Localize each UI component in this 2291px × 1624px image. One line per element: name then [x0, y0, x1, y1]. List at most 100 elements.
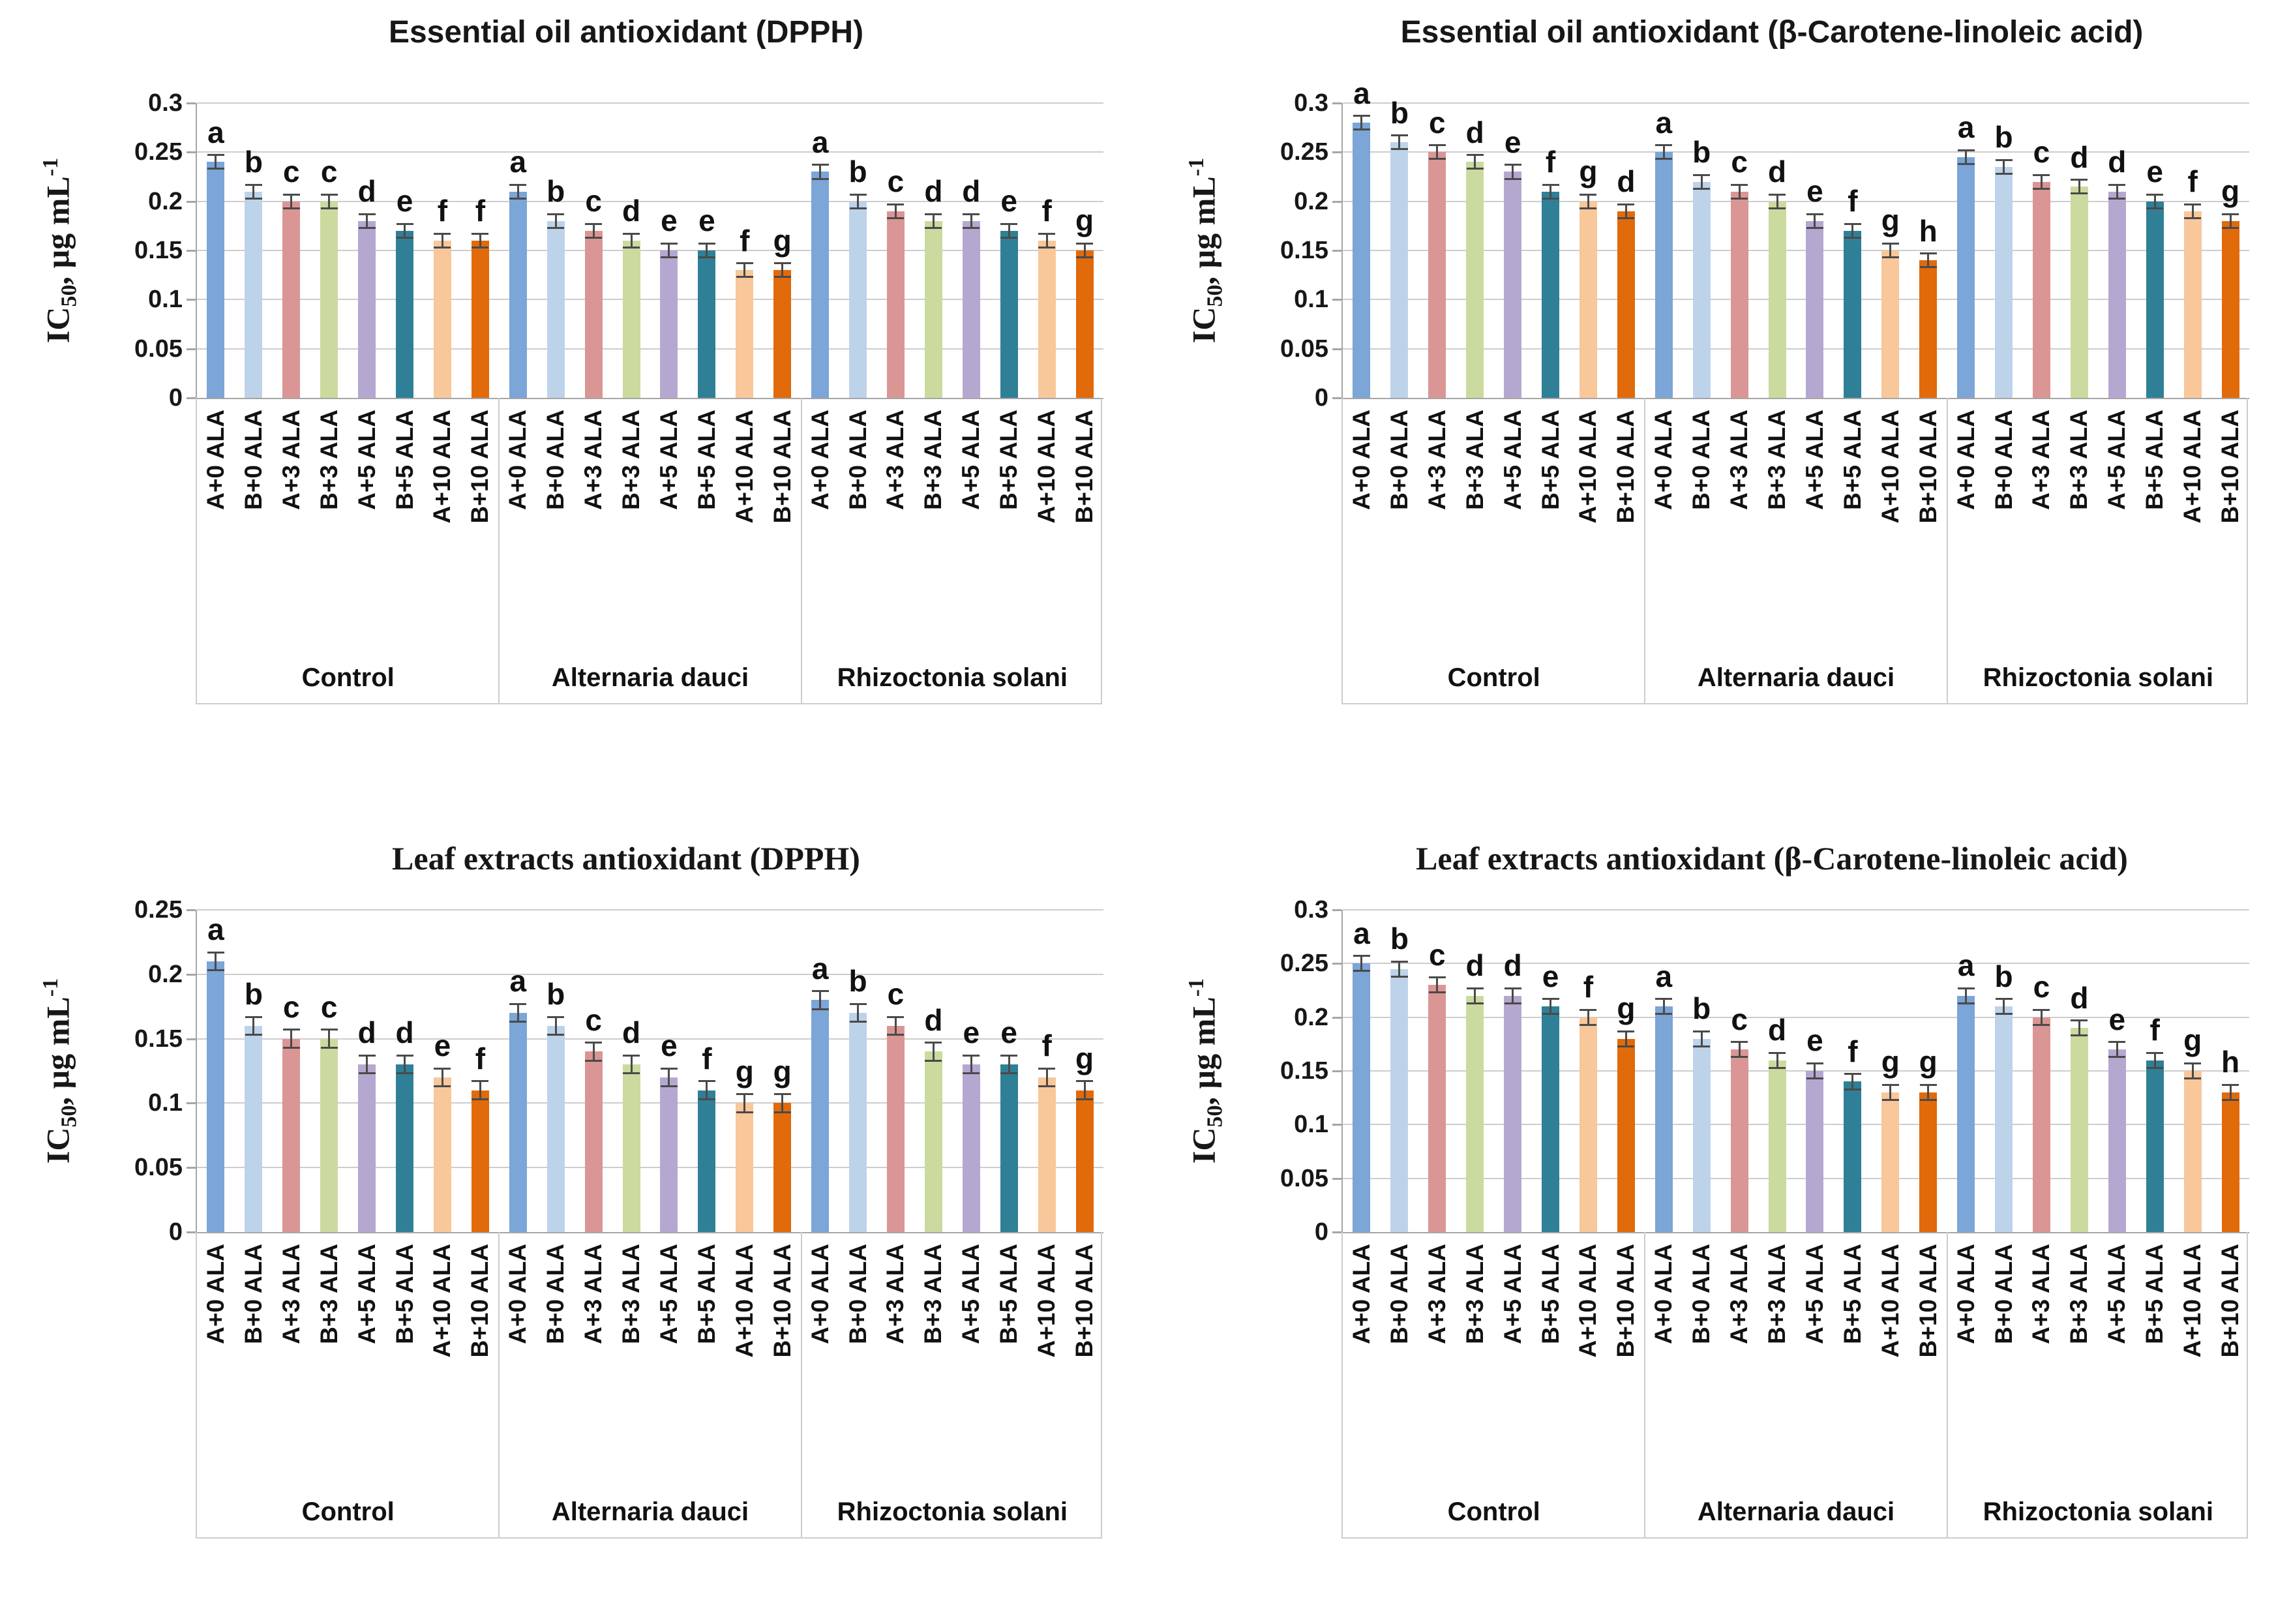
significance-letter: b	[1692, 135, 1711, 169]
x-tick-label: A+5 ALA	[957, 410, 985, 510]
gridline	[197, 973, 1103, 975]
error-bar-cap-bottom	[1617, 1045, 1635, 1047]
error-bar-cap-bottom	[1038, 1085, 1056, 1088]
x-tick-label: B+5 ALA	[2141, 1244, 2168, 1344]
y-tick-label: 0.15	[134, 1025, 183, 1053]
bar	[396, 1064, 414, 1232]
significance-letter: g	[2221, 174, 2240, 209]
error-bar-cap-bottom	[1881, 1098, 1899, 1101]
x-tick-label: A+3 ALA	[277, 410, 305, 510]
group-label: Alternaria dauci	[551, 663, 749, 692]
error-bar-line	[479, 1081, 481, 1100]
x-tick-label: A+3 ALA	[882, 410, 909, 510]
bar	[1692, 1038, 1711, 1232]
bar	[1466, 995, 1484, 1232]
x-tick-label: B+0 ALA	[542, 1244, 569, 1344]
y-label-superscript: -1	[38, 157, 63, 177]
significance-letter: g	[1075, 1041, 1094, 1075]
significance-letter: c	[887, 164, 905, 199]
error-bar-cap-bottom	[1806, 226, 1823, 229]
y-label-subscript: 50	[57, 1105, 82, 1128]
significance-letter: e	[698, 203, 715, 238]
error-bar-cap-top	[2033, 1008, 2050, 1011]
error-bar-cap-bottom	[773, 1111, 791, 1113]
error-bar-line	[441, 1068, 443, 1087]
gridline	[1343, 1016, 2249, 1018]
significance-letter: e	[963, 1015, 980, 1050]
error-bar-cap-top	[849, 193, 867, 196]
error-bar-cap-top	[358, 213, 376, 215]
error-bar-line	[592, 224, 595, 238]
error-bar-cap-bottom	[623, 1072, 640, 1075]
bar	[924, 1051, 942, 1232]
error-bar-cap-top	[736, 262, 753, 265]
x-tick-label: A+5 ALA	[1499, 410, 1526, 510]
error-bar-line	[1474, 155, 1476, 169]
bar	[1428, 152, 1446, 398]
y-tick-label: 0	[1314, 1218, 1328, 1246]
bar	[849, 201, 867, 398]
error-bar-cap-bottom	[887, 217, 905, 219]
error-bar-cap-top	[623, 232, 640, 235]
gridline	[1343, 200, 2249, 202]
error-bar-cap-top	[509, 1002, 527, 1005]
x-tick-label: B+5 ALA	[693, 410, 720, 510]
error-bar-line	[366, 214, 368, 228]
significance-letter: c	[320, 989, 338, 1024]
bar	[2146, 1060, 2164, 1232]
error-bar-line	[1776, 1053, 1778, 1068]
bar	[2183, 211, 2202, 398]
error-bar-line	[1700, 1031, 1703, 1047]
group-label: Control	[1447, 1497, 1540, 1526]
error-bar-cap-top	[434, 1067, 451, 1070]
x-tick-label: B+5 ALA	[995, 410, 1023, 510]
y-tick-label: 0.1	[1294, 1111, 1328, 1139]
x-tick-label: B+0 ALA	[1385, 1244, 1413, 1344]
bar	[1844, 230, 1862, 398]
significance-letter: a	[1655, 959, 1673, 993]
y-label-prefix: IC	[39, 307, 76, 344]
error-bar-cap-bottom	[2071, 192, 2088, 195]
error-bar-cap-bottom	[925, 226, 942, 229]
bar	[1579, 201, 1597, 398]
bar	[1000, 1064, 1018, 1232]
significance-letter: e	[396, 184, 413, 218]
error-bar-cap-top	[1542, 183, 1559, 186]
y-tick-mark	[1332, 1177, 1341, 1180]
error-bar-line	[2191, 204, 2194, 218]
bar	[547, 1025, 565, 1232]
error-bar-cap-bottom	[1693, 187, 1711, 190]
y-tick-mark	[187, 102, 196, 104]
significance-letter: a	[207, 912, 224, 947]
error-bar-line	[1851, 1074, 1854, 1089]
error-bar-line	[932, 1042, 935, 1061]
y-tick-label: 0.15	[1280, 1057, 1328, 1085]
error-bar-cap-top	[660, 1067, 678, 1070]
error-bar-line	[819, 164, 822, 179]
error-bar-line	[1083, 243, 1086, 258]
y-label-prefix: IC	[39, 1127, 76, 1164]
x-tick-label: B+3 ALA	[1461, 1244, 1488, 1344]
significance-letter: c	[1731, 145, 1748, 179]
bar	[886, 211, 905, 398]
x-tick-label: A+5 ALA	[655, 410, 682, 510]
error-bar-cap-top	[773, 262, 791, 265]
error-bar-line	[1398, 135, 1401, 149]
error-bar-cap-top	[1038, 232, 1056, 235]
x-tick-label: A+3 ALA	[1423, 1244, 1450, 1344]
group-divider	[800, 398, 802, 703]
x-tick-label: B+0 ALA	[239, 1244, 267, 1344]
bar	[1768, 201, 1786, 398]
error-bar-cap-top	[1617, 1030, 1635, 1032]
x-tick-label: A+5 ALA	[1499, 1244, 1526, 1344]
y-tick-mark	[187, 250, 196, 252]
error-bar-cap-bottom	[1919, 1098, 1937, 1101]
error-bar-cap-top	[1844, 222, 1861, 225]
error-bar-cap-bottom	[2108, 1056, 2126, 1059]
error-bar-cap-top	[1769, 1051, 1786, 1054]
error-bar-line	[1436, 145, 1439, 159]
bar	[433, 240, 451, 398]
error-bar-cap-top	[2184, 1062, 2202, 1064]
chart-essential-oil-dpph: Essential oil antioxidant (DPPH) IC50, µ…	[0, 0, 1145, 812]
